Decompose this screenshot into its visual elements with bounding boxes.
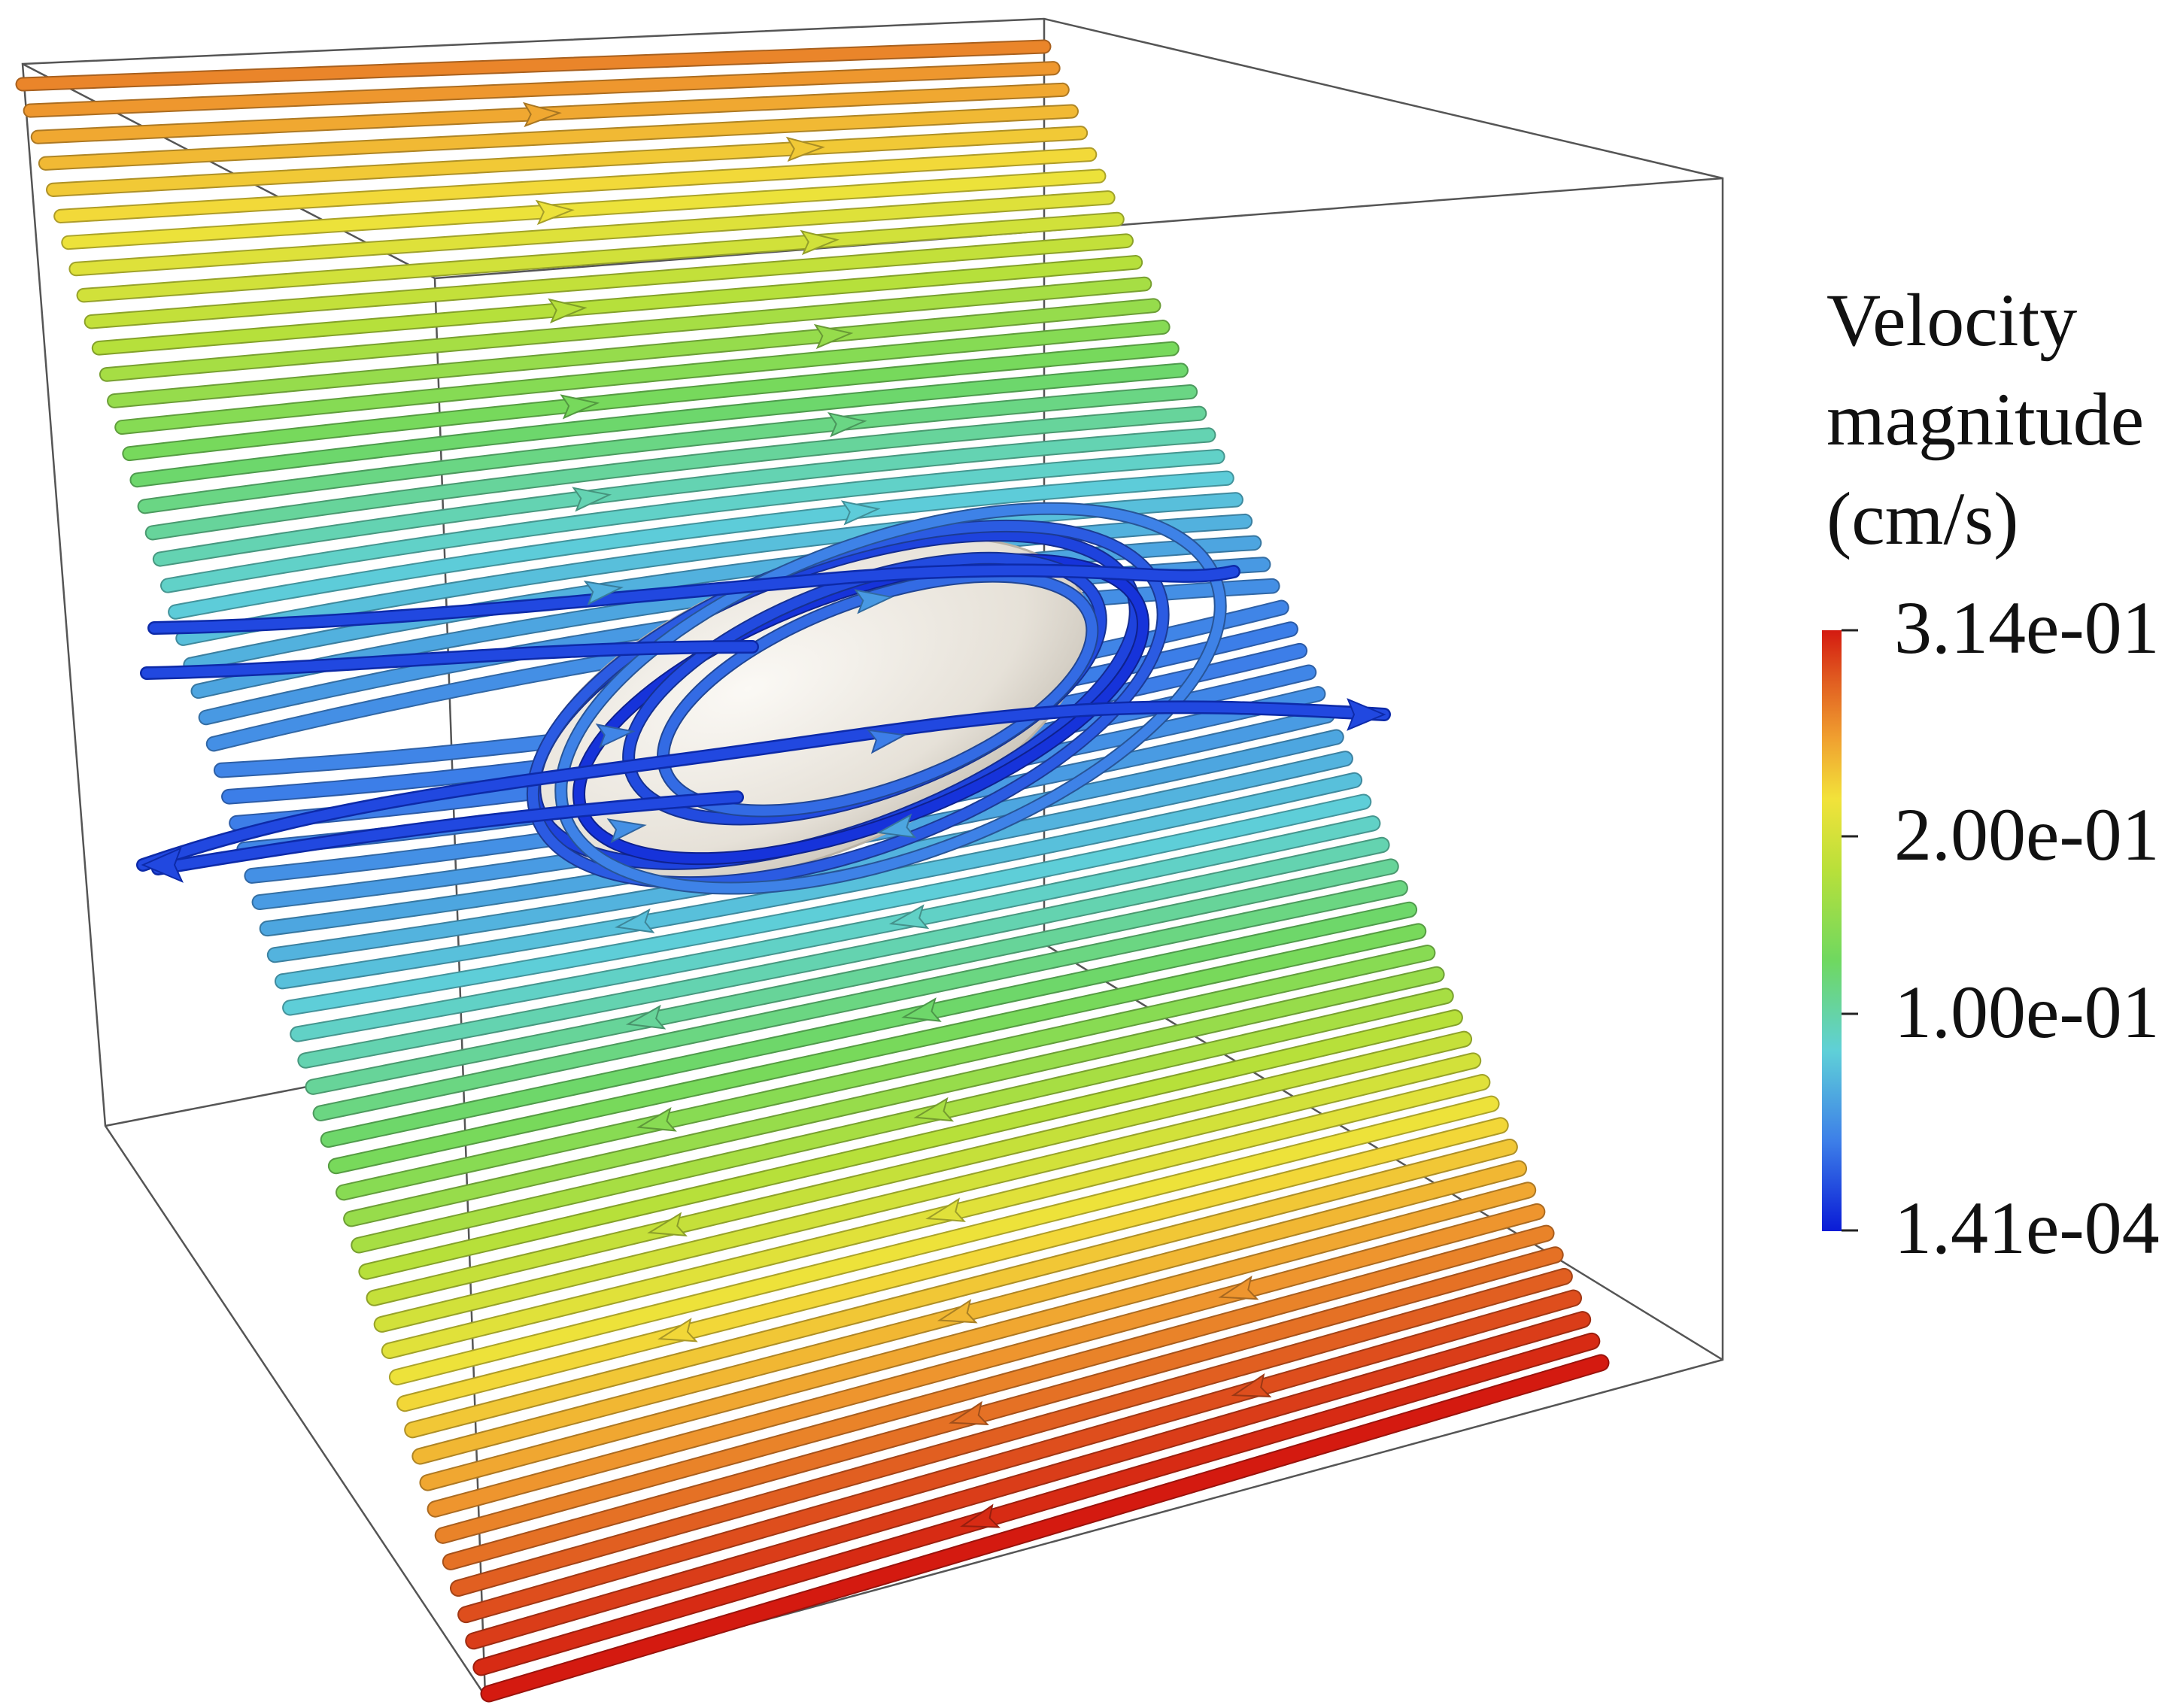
streamline-arrow	[901, 997, 942, 1022]
streamline	[131, 364, 1187, 487]
streamline-arrow	[960, 1503, 1001, 1528]
streamline	[481, 1355, 1608, 1701]
jet-arrow	[141, 847, 184, 883]
streamline-arrow	[572, 487, 612, 512]
streamline	[138, 385, 1197, 513]
streamline	[443, 1248, 1562, 1569]
streamline	[352, 989, 1453, 1252]
streamline	[85, 235, 1132, 328]
streamline-arrow	[625, 1004, 667, 1030]
streamline	[24, 62, 1059, 117]
streamlines	[15, 39, 1610, 1703]
streamline	[161, 450, 1224, 592]
streamline	[291, 817, 1380, 1041]
streamline-arrow	[595, 724, 636, 749]
streamline	[77, 213, 1123, 302]
streamline-arrow	[827, 412, 867, 438]
streamline	[451, 1269, 1571, 1596]
streamline	[275, 773, 1362, 988]
streamline	[367, 1032, 1471, 1305]
streamline-arrow	[876, 813, 917, 839]
streamline-arrow	[606, 818, 647, 844]
streamline-arrow	[800, 229, 840, 256]
color-bar-min-label: 1.41e-04	[1894, 1186, 2160, 1270]
streamline-arrow	[785, 136, 825, 162]
streamline	[314, 881, 1407, 1120]
color-bar-max-label: 3.14e-01	[1894, 586, 2160, 669]
streamline	[466, 1312, 1590, 1649]
streamline	[146, 407, 1206, 539]
streamline-arrow	[866, 729, 907, 754]
streamline-arrow	[913, 1097, 955, 1122]
streamline	[306, 860, 1398, 1094]
streamline	[62, 170, 1105, 249]
streamline-arrow	[583, 580, 624, 605]
streamline	[474, 1333, 1599, 1675]
color-bar-tick-label: 1.00e-01	[1894, 970, 2160, 1054]
streamline	[390, 1097, 1498, 1385]
streamline	[284, 795, 1371, 1015]
streamline	[405, 1139, 1517, 1437]
jet-arrow	[1347, 698, 1386, 731]
streamline-arrow	[647, 1212, 688, 1237]
streamline-arrow	[636, 1107, 677, 1132]
streamline	[337, 946, 1435, 1200]
streamline-arrow	[813, 323, 854, 350]
streamline	[47, 127, 1087, 196]
streamline-arrow	[925, 1197, 967, 1222]
color-bar-tick-label: 2.00e-01	[1894, 793, 2160, 876]
jet-streamline	[141, 642, 758, 678]
streamline	[413, 1161, 1526, 1464]
streamline	[153, 429, 1215, 566]
streamline	[100, 278, 1151, 381]
streamline	[360, 1011, 1462, 1279]
streamline-arrow	[840, 500, 881, 526]
streamline	[123, 342, 1178, 460]
streamline	[398, 1118, 1508, 1411]
streamline-arrow	[854, 589, 894, 614]
streamline-arrow	[522, 102, 562, 128]
streamline	[428, 1204, 1544, 1516]
color-bar	[1822, 629, 1858, 1232]
streamline-arrow	[888, 904, 930, 930]
streamline	[39, 105, 1077, 169]
streamline	[108, 299, 1160, 407]
streamline	[375, 1054, 1480, 1331]
streamline	[421, 1183, 1535, 1490]
streamline	[116, 321, 1169, 433]
jet-streamline	[149, 565, 1239, 633]
streamline-arrow	[949, 1400, 989, 1426]
jet-streamline	[153, 792, 742, 874]
vortex-loop	[658, 571, 1098, 816]
streamline-arrow	[548, 298, 588, 323]
streamline	[169, 472, 1233, 618]
streamline-arrow	[1218, 1276, 1259, 1300]
streamline-arrows	[522, 102, 1272, 1528]
streamline	[436, 1226, 1553, 1543]
legend-title: Velocity magnitude (cm/s)	[1826, 271, 2157, 569]
streamline-arrow	[937, 1299, 978, 1324]
streamline-arrow	[615, 908, 655, 933]
streamline	[329, 924, 1426, 1173]
color-bar-gradient	[1822, 630, 1842, 1231]
jet-streamline	[138, 702, 1389, 870]
streamline	[345, 967, 1444, 1226]
streamline	[299, 838, 1389, 1067]
legend-title-line-2: magnitude	[1826, 378, 2145, 461]
streamline-arrow	[560, 394, 600, 420]
streamline-arrow	[657, 1318, 698, 1342]
streamline	[93, 256, 1142, 354]
streamline-arrow	[535, 199, 575, 226]
streamline	[70, 192, 1114, 275]
streamline-arrow	[1231, 1373, 1272, 1397]
streamline	[321, 903, 1417, 1147]
streamline	[459, 1291, 1581, 1622]
vortex-streamlines	[136, 502, 1391, 895]
streamline	[55, 148, 1096, 223]
streamline	[17, 41, 1050, 90]
legend-title-line-1: Velocity	[1826, 278, 2078, 362]
legend-title-line-3: (cm/s)	[1826, 477, 2019, 560]
